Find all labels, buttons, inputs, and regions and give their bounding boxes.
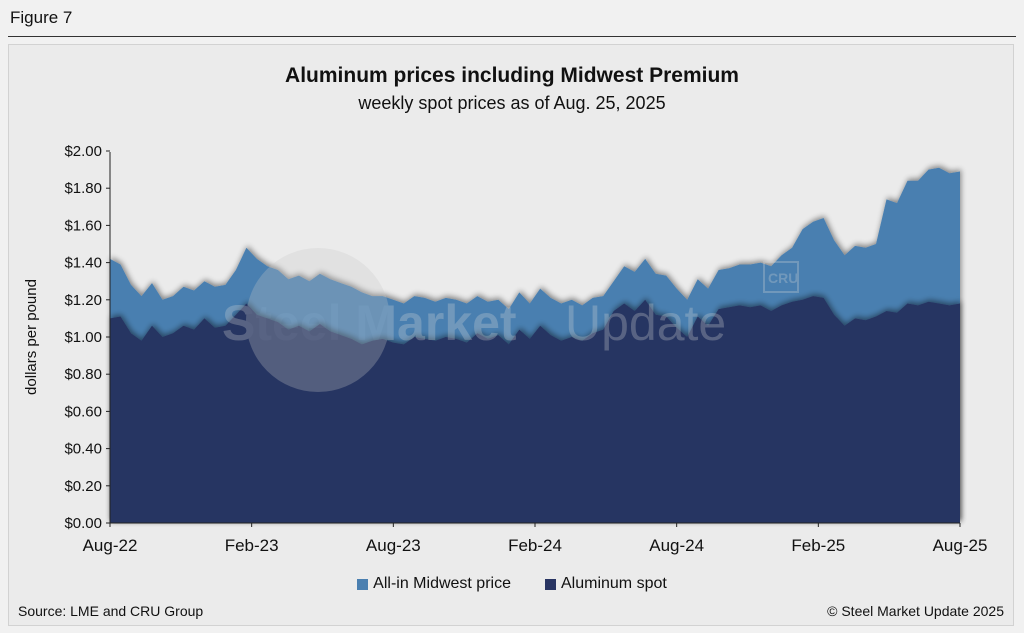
area-series-1	[110, 296, 960, 523]
y-tick-label: $0.00	[64, 515, 102, 532]
legend-swatch-all-in	[357, 578, 369, 590]
watermark-text-light: Update	[565, 295, 726, 351]
watermark-circle	[246, 248, 390, 392]
x-tick-label: Feb-25	[791, 536, 845, 555]
x-tick-label: Aug-25	[933, 536, 988, 555]
x-tick-label: Aug-22	[83, 536, 138, 555]
x-tick-label: Aug-23	[366, 536, 421, 555]
figure-label: Figure 7	[10, 8, 73, 27]
y-tick-label: $1.60	[64, 217, 102, 234]
top-divider	[8, 36, 1016, 37]
legend-item-spot: Aluminum spot	[544, 575, 667, 593]
legend-swatch-spot	[544, 578, 556, 590]
y-tick-label: $0.20	[64, 478, 102, 495]
chart-subtitle: weekly spot prices as of Aug. 25, 2025	[358, 93, 666, 113]
watermark-logo: Steel Market Update CRU	[222, 248, 799, 392]
source-note: Source: LME and CRU Group	[18, 603, 204, 619]
legend-label-spot: Aluminum spot	[560, 575, 667, 592]
x-tick-label: Feb-23	[225, 536, 279, 555]
copyright-note: © Steel Market Update 2025	[827, 603, 1004, 619]
watermark-text-bold: Steel Market	[222, 295, 517, 351]
y-tick-label: $1.20	[64, 292, 102, 309]
x-tick-label: Aug-24	[649, 536, 704, 555]
y-tick-label: $0.40	[64, 441, 102, 458]
plot-area	[110, 167, 960, 523]
y-tick-label: $0.60	[64, 403, 102, 420]
y-tick-label: $1.80	[64, 180, 102, 197]
y-tick-label: $1.00	[64, 329, 102, 346]
watermark-badge	[763, 261, 799, 293]
x-tick-label: Feb-24	[508, 536, 562, 555]
y-axis-label: dollars per pound	[23, 279, 40, 395]
legend-label-all-in: All-in Midwest price	[373, 575, 511, 592]
y-axis-ticks: $0.00 $0.20 $0.40 $0.60 $0.80 $1.00 $1.20 $1.40…	[64, 143, 110, 532]
y-tick-label: $0.80	[64, 366, 102, 383]
legend-item-all-in: All-in Midwest price	[357, 575, 511, 593]
y-tick-label: $2.00	[64, 143, 102, 160]
watermark-badge-text: CRU	[768, 270, 798, 286]
y-tick-label: $1.40	[64, 255, 102, 272]
chart-title: Aluminum prices including Midwest Premiu…	[285, 64, 739, 87]
x-axis-ticks: Aug-22 Feb-23 Aug-23 Feb-24 Aug-24 Feb-25 Aug-…	[83, 523, 988, 555]
legend: All-in Midwest price Aluminum spot	[0, 575, 1024, 593]
